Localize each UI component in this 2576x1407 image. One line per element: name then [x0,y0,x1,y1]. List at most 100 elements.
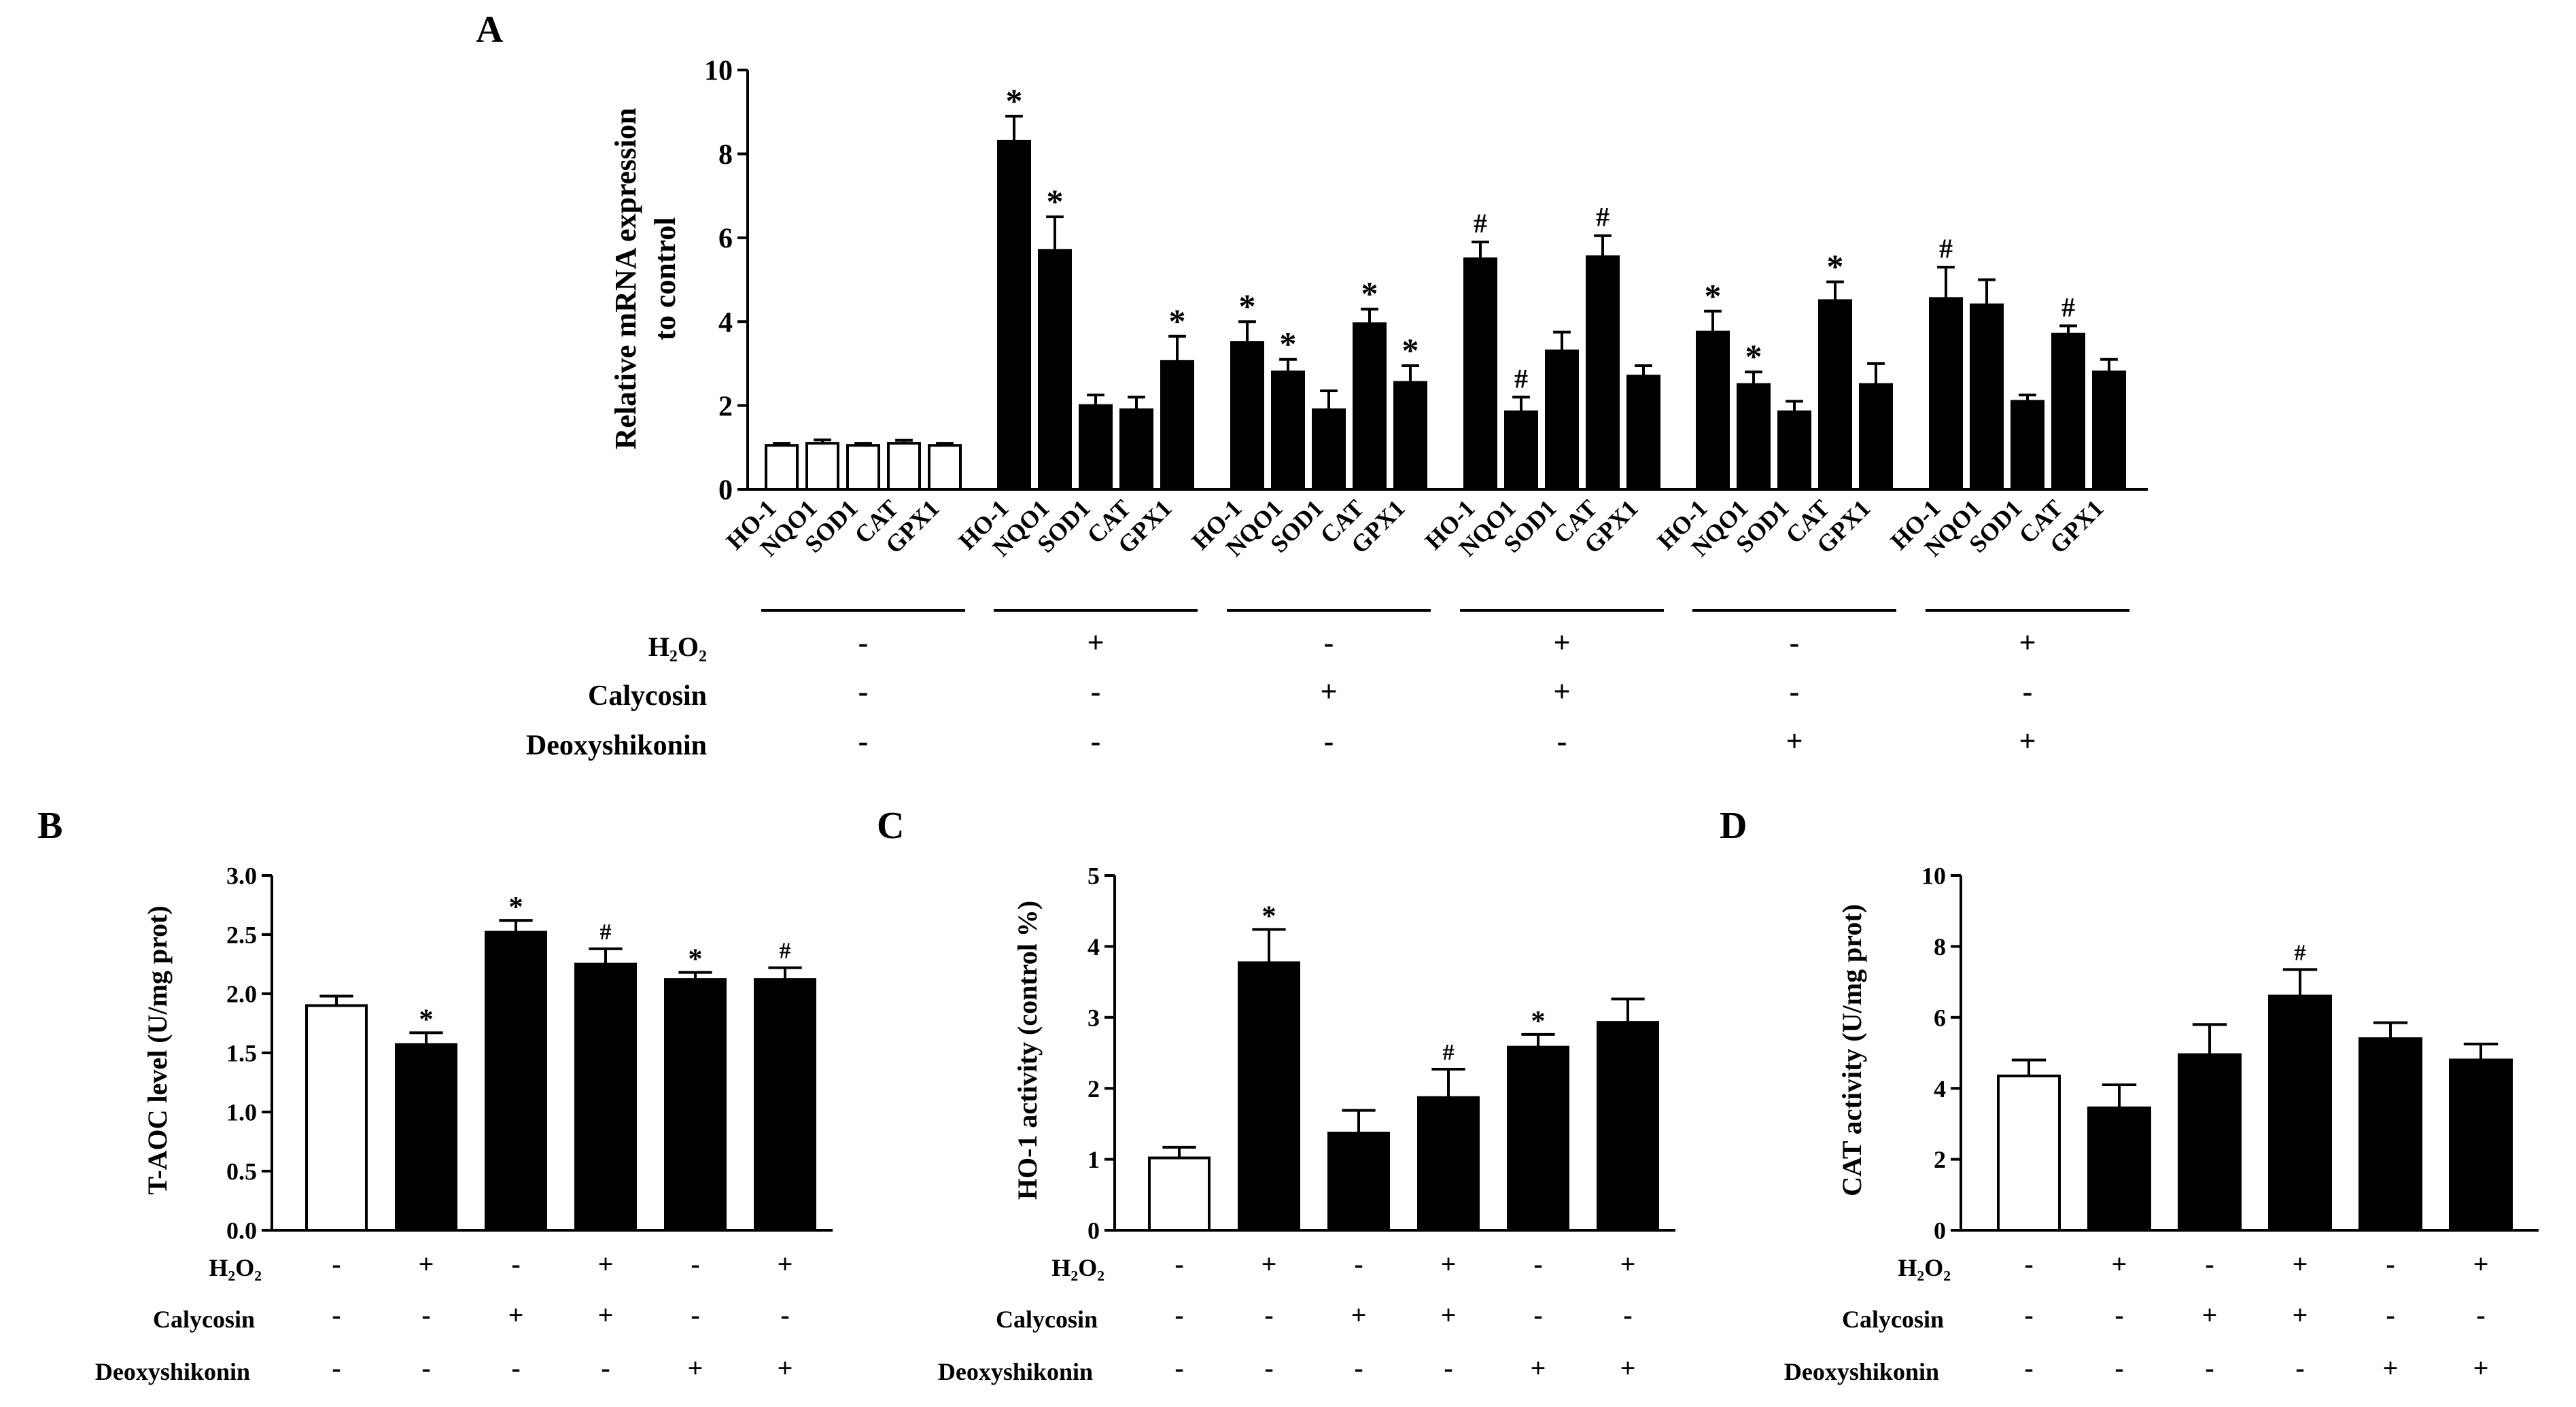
panel-b-sign-calycosin: + [508,1300,524,1330]
panel-c-sign-calycosin: - [1533,1300,1542,1330]
panel-b-sign-calycosin: - [421,1300,430,1330]
panel-a-bar [1079,404,1113,491]
panel-a-sign-calycosin: + [1553,675,1570,708]
panel-a-significance-mark: * [1280,325,1297,363]
panel-a-significance-mark: * [1006,82,1023,120]
panel-a-bar [846,444,880,491]
panel-a-bar [2011,400,2044,491]
panel-b-sign-h2o2: - [511,1249,520,1279]
panel-a-bar [1119,408,1153,491]
panel-a-bar [1545,349,1579,491]
panel-d-sign-deoxyshikonin: - [2295,1353,2304,1383]
panel-a-bar [1586,255,1620,491]
panel-c-bar [1417,1096,1480,1232]
panel-a-sign-h2o2: + [2019,626,2036,659]
panel-a-bar [1929,297,1963,491]
panel-d-sign-deoxyshikonin: + [2473,1353,2489,1383]
panel-c-sign-deoxyshikonin: - [1264,1353,1273,1383]
panel-c-sign-h2o2: - [1354,1249,1363,1279]
panel-b-row-label-calycosin: Calycosin [153,1306,255,1333]
panel-label-d: D [1720,805,1747,847]
panel-d-row-label-h2o2: H₂O₂ [1898,1254,1951,1281]
panel-c-sign-h2o2: - [1174,1249,1183,1279]
panel-a-sign-deoxyshikonin: + [1786,725,1803,758]
panel-d-y-tick-label: 4 [1934,1075,1946,1102]
panel-c-bar [1597,1021,1659,1232]
panel-d-sign-h2o2: - [2386,1249,2395,1279]
panel-a-sign-h2o2: - [858,626,869,659]
panel-a-bar [1504,410,1538,491]
panel-c-y-tick-label: 0 [1087,1217,1100,1245]
panel-a-y-tick-label: 2 [718,391,733,422]
panel-c-sign-calycosin: + [1441,1300,1457,1330]
panel-b-y-tick-label: 0.0 [226,1217,257,1245]
panel-b-sign-calycosin: + [598,1300,614,1330]
panel-d-sign-calycosin: - [2024,1300,2033,1330]
panel-a-significance-mark: * [1827,247,1844,285]
panel-b-sign-deoxyshikonin: + [688,1353,703,1383]
panel-a-significance-mark: * [1361,275,1378,313]
panel-b-significance-mark: * [508,891,523,923]
panel-b-sign-deoxyshikonin: - [511,1353,520,1383]
panel-d-bar [2087,1106,2151,1232]
panel-a-significance-mark: * [1402,331,1419,369]
panel-a-sign-deoxyshikonin: - [1557,725,1567,758]
panel-c-row-label-h2o2: H₂O₂ [1051,1254,1104,1281]
panel-d-sign-deoxyshikonin: - [2114,1353,2123,1383]
panel-a-sign-deoxyshikonin: - [1324,725,1334,758]
panel-d-row-label-deoxyshikonin: Deoxyshikonin [1784,1358,1939,1385]
panel-a-bar [2092,370,2126,491]
panel-a-ylabel-line2: to control [648,217,682,340]
panel-a-bar [1737,383,1771,491]
panel-a-sign-deoxyshikonin: - [858,725,869,758]
panel-d-sign-calycosin: - [2476,1300,2485,1330]
panel-c-y-tick-label: 2 [1087,1075,1100,1102]
panel-b-row-label-h2o2: H₂O₂ [209,1254,262,1281]
panel-a-sign-h2o2: - [1790,626,1800,659]
panel-d-sign-deoxyshikonin: - [2024,1353,2033,1383]
panel-a-significance-mark: # [2061,292,2075,322]
panel-b-y-tick-label: 2.0 [226,981,257,1008]
panel-label-c: C [877,805,904,847]
panel-a-bar [1859,383,1893,491]
panel-d-significance-mark: # [2295,940,2306,965]
panel-a-significance-mark: * [1705,277,1722,315]
panel-a-significance-mark: # [1939,233,1953,264]
panel-a-sign-calycosin: - [1091,675,1101,708]
panel-d-sign-calycosin: - [2386,1300,2395,1330]
panel-b-bar [574,962,637,1232]
panel-b-significance-mark: * [419,1003,433,1035]
panel-a-bar [1271,370,1305,491]
panel-d-sign-h2o2: + [2293,1249,2308,1279]
panel-a-bar [1818,299,1852,491]
panel-b-chart: 0.0 0.5 1.0 1.5 2.0 2.5 3.0 - - - * + - - * - + - # + + - * - - +… [226,863,833,1383]
panel-a-bar [887,442,921,491]
panel-b-y-tick-label: 2.5 [226,922,257,949]
panel-c-significance-mark: * [1531,1005,1545,1037]
panel-c-sign-calycosin: - [1264,1300,1273,1330]
panel-d-sign-h2o2: + [2112,1249,2127,1279]
panel-c-bar [1238,961,1300,1232]
panel-d-sign-calycosin: + [2293,1300,2308,1330]
panel-c-sign-calycosin: - [1174,1300,1183,1330]
panel-a-bar [1626,375,1660,491]
panel-a-bar [1160,360,1194,491]
panel-b-bar [754,978,816,1232]
panel-d-sign-h2o2: - [2205,1249,2214,1279]
panel-c-sign-deoxyshikonin: - [1354,1353,1363,1383]
panel-a-y-tick-label: 0 [718,475,733,506]
panel-a-sign-h2o2: + [1087,626,1104,659]
panel-b-significance-mark: # [600,920,612,945]
panel-c-chart: 0 1 2 3 4 5 - - - * + - - - + - # + + - * - - + + - + [1087,863,1675,1383]
panel-b-sign-h2o2: + [419,1249,434,1279]
panel-b-bar [485,931,547,1232]
panel-b-y-tick-label: 1.0 [226,1099,257,1126]
panel-b-sign-h2o2: + [778,1249,793,1279]
panel-a-y-tick-label: 6 [718,224,733,255]
panel-c-row-label-calycosin: Calycosin [996,1306,1098,1333]
panel-a-sign-calycosin: + [1320,675,1337,708]
panel-b-row-label-deoxyshikonin: Deoxyshikonin [95,1358,250,1385]
panel-a-significance-mark: # [1514,363,1528,394]
panel-c-ylabel: HO-1 activity (control %) [1012,901,1043,1200]
panel-a-bar [1230,341,1264,491]
